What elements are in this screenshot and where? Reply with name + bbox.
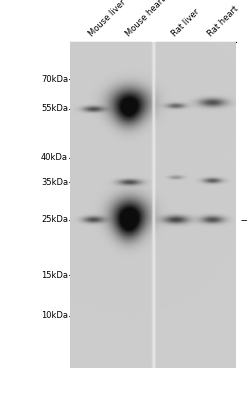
Text: Rat heart: Rat heart [206,4,241,38]
Text: —MTFP1: —MTFP1 [241,215,247,225]
Text: Mouse liver: Mouse liver [87,0,128,38]
Text: 40kDa: 40kDa [41,153,68,162]
Text: 55kDa: 55kDa [41,104,68,113]
Text: Mouse heart: Mouse heart [124,0,167,38]
Text: 25kDa: 25kDa [41,215,68,224]
Text: 15kDa: 15kDa [41,270,68,280]
Text: Rat liver: Rat liver [170,7,201,38]
Text: 70kDa: 70kDa [41,75,68,84]
Text: 10kDa: 10kDa [41,311,68,320]
Text: 35kDa: 35kDa [41,178,68,187]
